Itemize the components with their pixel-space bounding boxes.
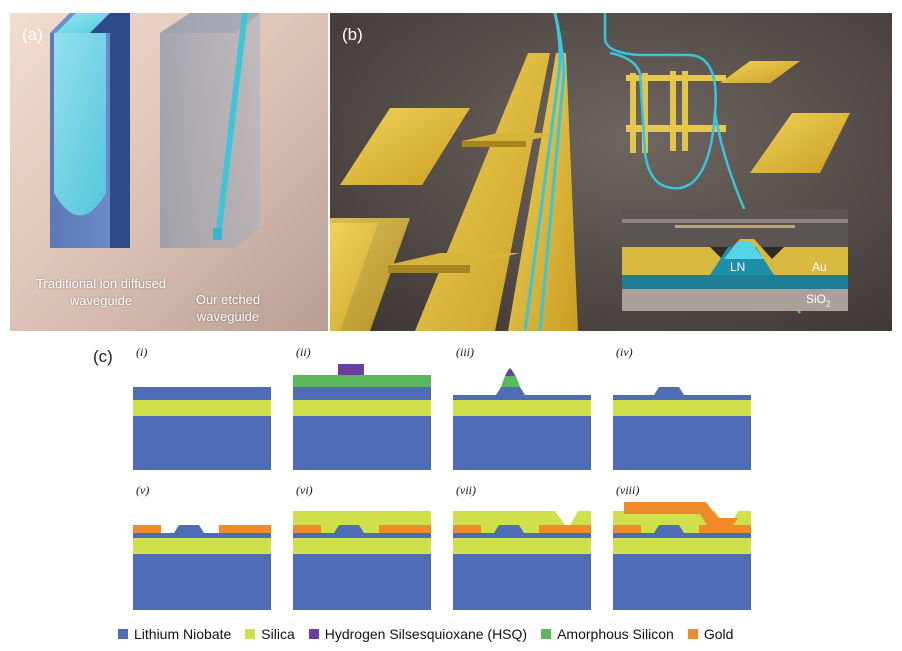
step-label-vi: (vi) xyxy=(296,483,313,497)
legend-item-lithium-niobate: Lithium Niobate xyxy=(118,626,231,642)
waveguide-comparison-illustration xyxy=(10,13,328,331)
step-viii-stack xyxy=(613,502,751,610)
inset-ln-label: LN xyxy=(730,260,746,274)
panel-c-label: (c) xyxy=(93,347,113,366)
legend-swatch-hsq xyxy=(308,629,319,639)
step-i-stack xyxy=(133,387,271,470)
electrode-pad-left-bottom xyxy=(330,218,410,331)
traditional-caption-line-2: waveguide xyxy=(69,293,133,308)
material-legend: Lithium Niobate Silica Hydrogen Silsesqu… xyxy=(118,624,747,644)
legend-swatch-gold xyxy=(687,629,698,639)
etched-caption-line-1: Our etched xyxy=(195,292,261,307)
etched-waveguide-ridge xyxy=(215,13,248,238)
legend-item-silica: Silica xyxy=(245,626,295,642)
racetrack-resonator-waveguide xyxy=(603,13,717,190)
step-label-vii: (vii) xyxy=(456,483,476,497)
electrode-pad-left-top xyxy=(340,108,470,185)
legend-item-amorphous-silicon: Amorphous Silicon xyxy=(541,626,674,642)
step-vii-stack xyxy=(453,511,591,610)
legend-label-amorphous-silicon: Amorphous Silicon xyxy=(557,626,674,642)
electrode-pad-right-bottom xyxy=(750,113,850,173)
step-ii-stack xyxy=(293,364,431,470)
hsq-mask xyxy=(338,364,364,375)
cross-section-inset xyxy=(622,209,848,311)
step-label-iii: (iii) xyxy=(456,345,474,359)
legend-swatch-amorphous-silicon xyxy=(541,629,552,639)
panel-a-label: (a) xyxy=(22,25,43,44)
gold-top-electrode xyxy=(624,502,738,533)
legend-label-gold: Gold xyxy=(703,626,734,642)
legend-label-hsq: Hydrogen Silsesquioxane (HSQ) xyxy=(324,626,528,642)
legend-swatch-silica xyxy=(245,629,256,639)
inset-sio2-subscript: 2 xyxy=(826,299,831,309)
panel-a-render: (a) Traditional ion diffused waveguide O… xyxy=(10,13,328,331)
step-label-viii: (viii) xyxy=(616,483,640,497)
ring-electrode-bridge xyxy=(626,125,726,132)
step-iii-stack xyxy=(453,368,591,470)
step-label-ii: (ii) xyxy=(296,345,311,359)
silica-substrate xyxy=(622,289,848,311)
panel-b-label: (b) xyxy=(342,25,363,44)
step-iv-stack xyxy=(613,387,751,470)
inset-sio2-label: SiO2 xyxy=(806,292,830,308)
legend-item-gold: Gold xyxy=(687,626,734,642)
step-label-iv: (iv) xyxy=(616,345,633,359)
step-v-stack xyxy=(133,525,271,610)
legend-label-silica: Silica xyxy=(261,626,295,642)
etched-caption-line-2: waveguide xyxy=(196,309,260,324)
legend-swatch-lithium-niobate xyxy=(118,629,128,639)
panel-b-render: (b) LN Au SiO2 xyxy=(330,13,892,331)
legend-label-lithium-niobate: Lithium Niobate xyxy=(134,626,232,642)
step-vi-stack xyxy=(293,511,431,610)
waveguide-arm-2 xyxy=(538,13,566,331)
legend-item-hsq: Hydrogen Silsesquioxane (HSQ) xyxy=(308,626,528,642)
traditional-waveguide-caption: Traditional ion diffused waveguide xyxy=(16,275,186,309)
traditional-caption-line-1: Traditional ion diffused xyxy=(35,276,167,291)
inset-sio2-text: SiO xyxy=(806,292,827,306)
diffused-waveguide-core xyxy=(54,33,106,216)
step-label-i: (i) xyxy=(136,345,148,359)
step-label-v: (v) xyxy=(136,483,150,497)
inset-au-label: Au xyxy=(812,260,827,274)
etched-waveguide-caption: Our etched waveguide xyxy=(178,291,278,325)
electrode-pad-right-top xyxy=(720,61,800,83)
modulator-chip-illustration xyxy=(330,13,892,331)
